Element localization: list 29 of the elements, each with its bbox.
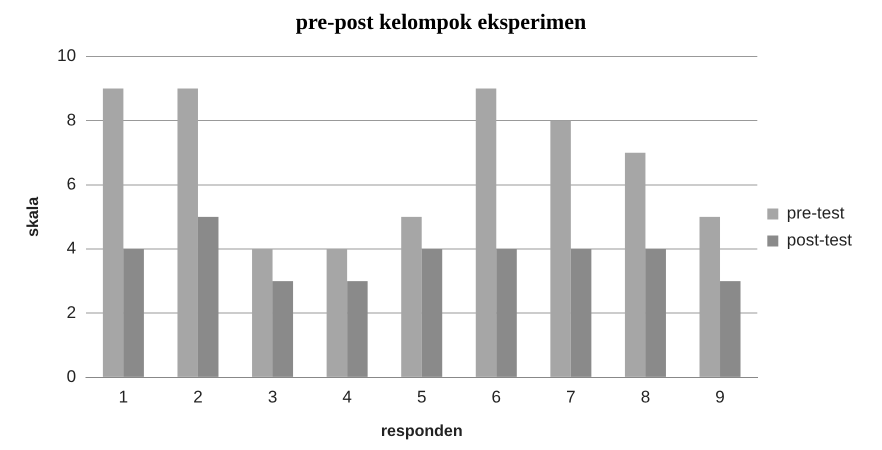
bar — [177, 88, 198, 377]
x-tick-label: 4 — [342, 387, 352, 406]
y-tick-label: 8 — [66, 110, 76, 130]
x-tick-label: 1 — [118, 387, 128, 406]
legend-label: post-test — [786, 230, 852, 250]
y-axis-title: skala — [25, 196, 42, 237]
bar — [624, 152, 646, 377]
bar — [102, 88, 124, 377]
x-tick-label: 3 — [268, 387, 278, 406]
x-tick-label: 7 — [566, 387, 576, 406]
y-tick-label: 0 — [66, 367, 76, 386]
bar — [252, 249, 273, 377]
y-tick-label: 2 — [66, 302, 76, 322]
bar — [326, 249, 348, 377]
x-tick-label: 6 — [492, 387, 502, 406]
chart-title: pre-post kelompok eksperimen — [296, 8, 586, 34]
bar — [550, 120, 571, 377]
x-tick-label: 8 — [640, 387, 650, 406]
bar — [401, 216, 422, 377]
x-tick-label: 2 — [193, 387, 203, 406]
y-tick-label: 4 — [66, 238, 76, 258]
y-tick-label: 6 — [66, 174, 76, 194]
bar — [476, 88, 496, 377]
bar — [700, 216, 720, 377]
x-tick-label: 5 — [416, 387, 426, 406]
x-tick-label: 9 — [715, 387, 725, 406]
y-tick-label: 10 — [57, 46, 76, 66]
x-axis-title: responden — [380, 422, 463, 440]
legend-label: pre-test — [786, 204, 845, 223]
